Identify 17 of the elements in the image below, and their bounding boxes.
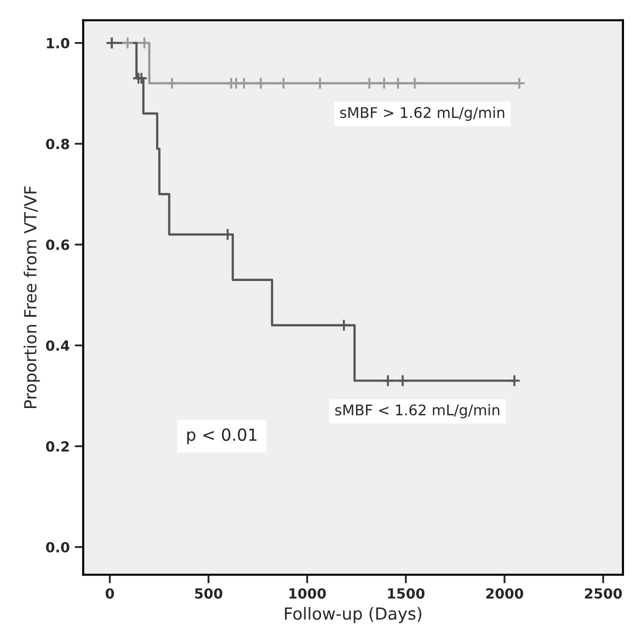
x-tick-label: 2500 [584,588,622,599]
x-tick-label: 1000 [289,588,326,599]
y-tick-label: 0.2 [46,441,69,452]
x-tick-label: 0 [106,588,114,599]
y-tick-label: 0.4 [46,340,70,351]
x-axis-title: Follow-up (Days) [285,606,422,624]
y-tick-label: 0.8 [46,138,70,150]
x-tick-label: 500 [195,588,222,599]
y-axis-title: Proportion Free from VT/VF [24,186,40,408]
series-label: sMBF > 1.62 mL/g/min [340,106,504,121]
y-tick-label: 1.0 [46,38,70,48]
annotation: p < 0.01 [187,428,256,444]
series-label: sMBF < 1.62 mL/g/min [335,404,500,418]
y-tick-label: 0.6 [46,240,70,250]
x-tick-label: 2000 [486,588,524,599]
x-tick-label: 1500 [388,588,425,599]
y-tick-label: 0.0 [46,542,70,553]
